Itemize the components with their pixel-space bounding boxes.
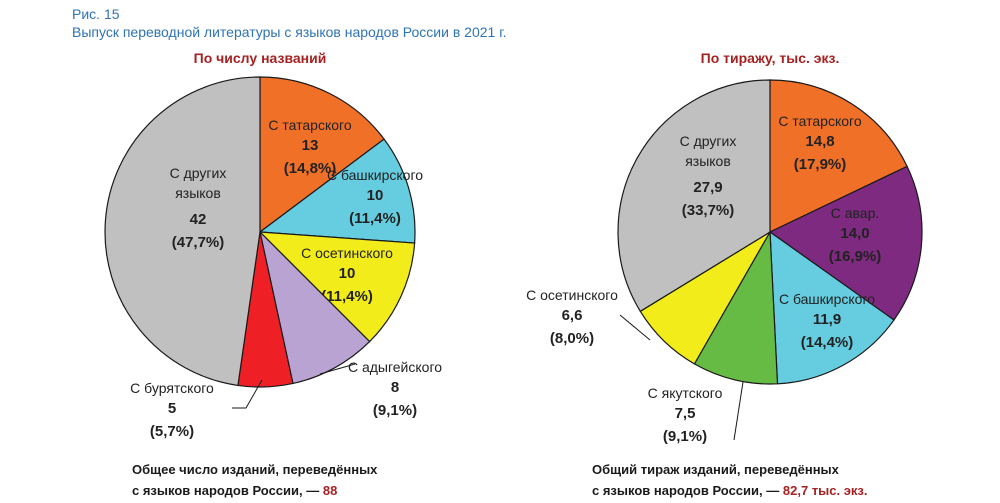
right-label-2-percent: (14,4%) bbox=[801, 334, 854, 351]
right-footer-line1: Общий тираж изданий, переведённых bbox=[592, 462, 839, 477]
left-label-2-value: 10 bbox=[339, 265, 356, 282]
right-label-3-percent: (9,1%) bbox=[663, 428, 707, 445]
left-label-2-percent: (11,4%) bbox=[321, 288, 373, 305]
left-footer-value: 88 bbox=[322, 483, 338, 498]
left-label-2-name: С осетинского bbox=[301, 245, 393, 261]
right-slice-0 bbox=[769, 79, 908, 233]
right-label-2-value: 11,9 bbox=[813, 311, 841, 328]
right-label-3-value: 7,5 bbox=[675, 405, 696, 422]
left-label-3-name: С адыгейского bbox=[348, 359, 442, 375]
right-label-0-name: С татарского bbox=[778, 113, 861, 129]
right-slice-1 bbox=[768, 165, 923, 321]
right-label-5-name-line2: языков bbox=[685, 153, 731, 169]
left-chart-title: По числу названий bbox=[194, 50, 327, 66]
left-label-5-value: 42 bbox=[190, 211, 207, 228]
right-footer-value: 82,7 bbox=[782, 483, 809, 498]
right-label-5-percent: (33,7%) bbox=[682, 202, 735, 219]
left-label-0-value: 13 bbox=[302, 137, 319, 154]
left-label-4-value: 5 bbox=[168, 400, 176, 417]
right-footer-line2: с языков народов России, — 82,7 тыс. экз… bbox=[592, 480, 868, 501]
left-label-3-leader bbox=[319, 363, 356, 375]
figure-label: Рис. 15 bbox=[72, 6, 120, 22]
right-label-1-value: 14,0 bbox=[840, 225, 869, 242]
right-slice-2 bbox=[769, 230, 895, 385]
right-label-2-name: С башкирского bbox=[779, 291, 875, 307]
right-label-5-name-line1: С других bbox=[680, 133, 737, 149]
right-slice-3 bbox=[693, 229, 779, 385]
right-label-4-percent: (8,0%) bbox=[550, 330, 594, 347]
right-label-4-value: 6,6 bbox=[562, 307, 583, 324]
right-footer-text2: с языков народов России, — bbox=[592, 483, 780, 498]
left-label-5-name-line1: С других bbox=[170, 165, 227, 181]
left-label-4-leader bbox=[232, 379, 263, 409]
left-label-1-name: С башкирского bbox=[327, 167, 423, 183]
right-label-5-value: 27,9 bbox=[693, 179, 722, 196]
right-label-3-leader bbox=[733, 381, 744, 441]
left-label-0-name: С татарского bbox=[268, 117, 351, 133]
left-slice-2 bbox=[258, 231, 416, 343]
left-label-1-percent: (11,4%) bbox=[349, 210, 401, 227]
left-slice-5 bbox=[104, 76, 261, 387]
left-slice-1 bbox=[258, 138, 416, 244]
left-label-1-value: 10 bbox=[367, 187, 384, 204]
left-label-3-percent: (9,1%) bbox=[373, 402, 417, 419]
left-footer-line1: Общее число изданий, переведённых bbox=[132, 462, 378, 477]
right-label-3-name: С якутского bbox=[648, 385, 723, 401]
right-footer-unit: тыс. экз. bbox=[811, 483, 868, 498]
left-label-5-name-line2: языков bbox=[175, 185, 221, 201]
right-chart-title: По тиражу, тыс. экз. bbox=[701, 50, 840, 66]
left-slice-0 bbox=[259, 76, 385, 234]
left-label-3-value: 8 bbox=[391, 379, 399, 396]
left-footer-text2: с языков народов России, — bbox=[132, 483, 320, 498]
right-label-0-value: 14,8 bbox=[805, 133, 834, 150]
right-footer: Общий тираж изданий, переведённых с язык… bbox=[592, 459, 868, 501]
left-label-5-percent: (47,7%) bbox=[172, 234, 225, 251]
right-label-4-leader bbox=[619, 314, 651, 341]
left-label-4-percent: (5,7%) bbox=[150, 423, 194, 440]
left-label-0-percent: (14,8%) bbox=[284, 160, 337, 177]
left-label-4-name: С бурятского bbox=[130, 380, 214, 396]
right-slice-5 bbox=[617, 79, 771, 313]
right-label-0-percent: (17,9%) bbox=[794, 156, 847, 173]
left-footer-line2: с языков народов России, — 88 bbox=[132, 480, 377, 501]
left-footer: Общее число изданий, переведённых с язык… bbox=[132, 459, 377, 501]
left-slice-3 bbox=[258, 230, 371, 385]
right-label-4-name: С осетинского bbox=[526, 287, 618, 303]
right-label-1-name: С авар. bbox=[831, 205, 880, 221]
right-label-1-percent: (16,9%) bbox=[829, 248, 882, 265]
figure-title: Выпуск переводной литературы с языков на… bbox=[72, 24, 507, 40]
